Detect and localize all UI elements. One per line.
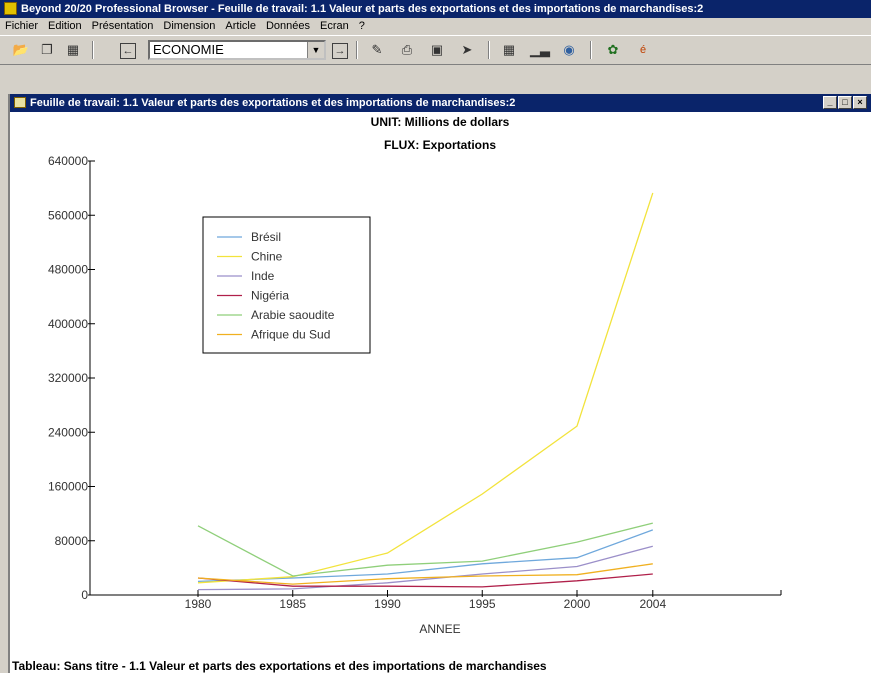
- line-chart: UNIT: Millions de dollars FLUX: Exportati…: [48, 115, 782, 636]
- grid-view-icon[interactable]: ▦: [502, 42, 516, 57]
- y-tick-label: 0: [81, 588, 88, 602]
- language-icon[interactable]: é: [639, 44, 647, 56]
- worksheet-title-bar[interactable]: Feuille de travail: 1.1 Valeur et parts …: [10, 94, 871, 112]
- toolbar-separator: [488, 41, 490, 59]
- menu-ecran[interactable]: Ecran: [320, 20, 349, 32]
- copy-icon[interactable]: ❐: [41, 42, 53, 57]
- worksheet-title: Feuille de travail: 1.1 Valeur et parts …: [30, 97, 516, 109]
- table-icon[interactable]: ▦: [66, 42, 80, 57]
- dimension-value: ECONOMIE: [153, 42, 224, 57]
- x-tick-label: 1990: [374, 597, 401, 611]
- toolbar-separator: [92, 41, 94, 59]
- menu-donnees[interactable]: Données: [265, 20, 310, 32]
- toolbar-separator: [590, 41, 592, 59]
- series-line: [197, 522, 653, 577]
- legend-label: Afrique du Sud: [251, 328, 330, 342]
- x-tick-label: 2000: [564, 597, 591, 611]
- x-axis-label: ANNEE: [419, 622, 460, 636]
- y-tick-label: 560000: [48, 208, 88, 222]
- x-tick-label: 1980: [185, 597, 212, 611]
- navigate-icon[interactable]: ➤: [461, 42, 473, 57]
- app-title-bar[interactable]: Beyond 20/20 Professional Browser - Feui…: [0, 0, 871, 18]
- x-tick-label: 1995: [469, 597, 496, 611]
- chart-subtitle: FLUX: Exportations: [384, 138, 496, 152]
- toolbar-separator: [356, 41, 358, 59]
- menu-fichier[interactable]: Fichier: [5, 20, 39, 32]
- table-caption: Tableau: Sans titre - 1.1 Valeur et part…: [12, 659, 547, 673]
- app-title: Beyond 20/20 Professional Browser - Feui…: [21, 3, 704, 15]
- y-tick-label: 400000: [48, 317, 88, 331]
- worksheet-window: Feuille de travail: 1.1 Valeur et parts …: [8, 94, 871, 673]
- open-icon[interactable]: 📂: [12, 42, 30, 57]
- legend-label: Chine: [251, 250, 283, 264]
- y-tick-label: 480000: [48, 263, 88, 277]
- map-icon[interactable]: ◉: [563, 42, 575, 57]
- series-line: [197, 545, 653, 591]
- y-tick-label: 80000: [55, 534, 89, 548]
- chart-title: UNIT: Millions de dollars: [371, 115, 510, 129]
- legend-box: [202, 216, 371, 354]
- print-icon[interactable]: ⎙: [401, 42, 413, 57]
- frame-icon[interactable]: ▣: [430, 42, 444, 57]
- legend-label: Nigéria: [251, 289, 289, 303]
- legend-label: Inde: [251, 269, 275, 283]
- y-tick-label: 640000: [48, 154, 88, 168]
- legend-label: Arabie saoudite: [251, 308, 335, 322]
- y-tick-label: 160000: [48, 480, 88, 494]
- bar-chart-icon[interactable]: ▁▃: [530, 42, 550, 57]
- dimension-combo[interactable]: ECONOMIE ▼: [148, 40, 326, 60]
- menu-article[interactable]: Article: [225, 20, 256, 32]
- chart-area: UNIT: Millions de dollars FLUX: Exportati…: [10, 112, 871, 673]
- app-icon: [4, 2, 17, 15]
- menu-presentation[interactable]: Présentation: [91, 20, 154, 32]
- window-controls: _ □ ×: [822, 96, 867, 112]
- toolbar: 📂 ❐ ▦ ← ECONOMIE ▼ → ✎ ⎙ ▣ ➤ ▦ ▁▃ ◉ ✿ é: [0, 35, 871, 65]
- y-tick-label: 320000: [48, 371, 88, 385]
- traffic-icon[interactable]: ✿: [607, 42, 619, 57]
- back-arrow-icon[interactable]: ←: [120, 43, 136, 59]
- menu-help[interactable]: ?: [358, 20, 365, 32]
- series-line: [197, 529, 654, 583]
- close-button[interactable]: ×: [853, 96, 867, 109]
- menu-edition[interactable]: Edition: [48, 20, 82, 32]
- series-line: [197, 573, 653, 588]
- series-line: [197, 192, 654, 584]
- series-line: [197, 563, 653, 585]
- chevron-down-icon[interactable]: ▼: [307, 42, 324, 58]
- y-tick-label: 240000: [48, 425, 88, 439]
- maximize-button[interactable]: □: [838, 96, 852, 109]
- menu-dimension[interactable]: Dimension: [163, 20, 216, 32]
- x-tick-label: 1985: [279, 597, 306, 611]
- legend-label: Brésil: [251, 230, 281, 244]
- pencil-icon[interactable]: ✎: [371, 42, 383, 57]
- forward-arrow-icon[interactable]: →: [332, 43, 348, 59]
- menu-bar: Fichier Edition Présentation Dimension Artic…: [0, 18, 871, 35]
- worksheet-icon: [14, 97, 26, 108]
- x-tick-label: 2004: [639, 597, 666, 611]
- minimize-button[interactable]: _: [823, 96, 837, 109]
